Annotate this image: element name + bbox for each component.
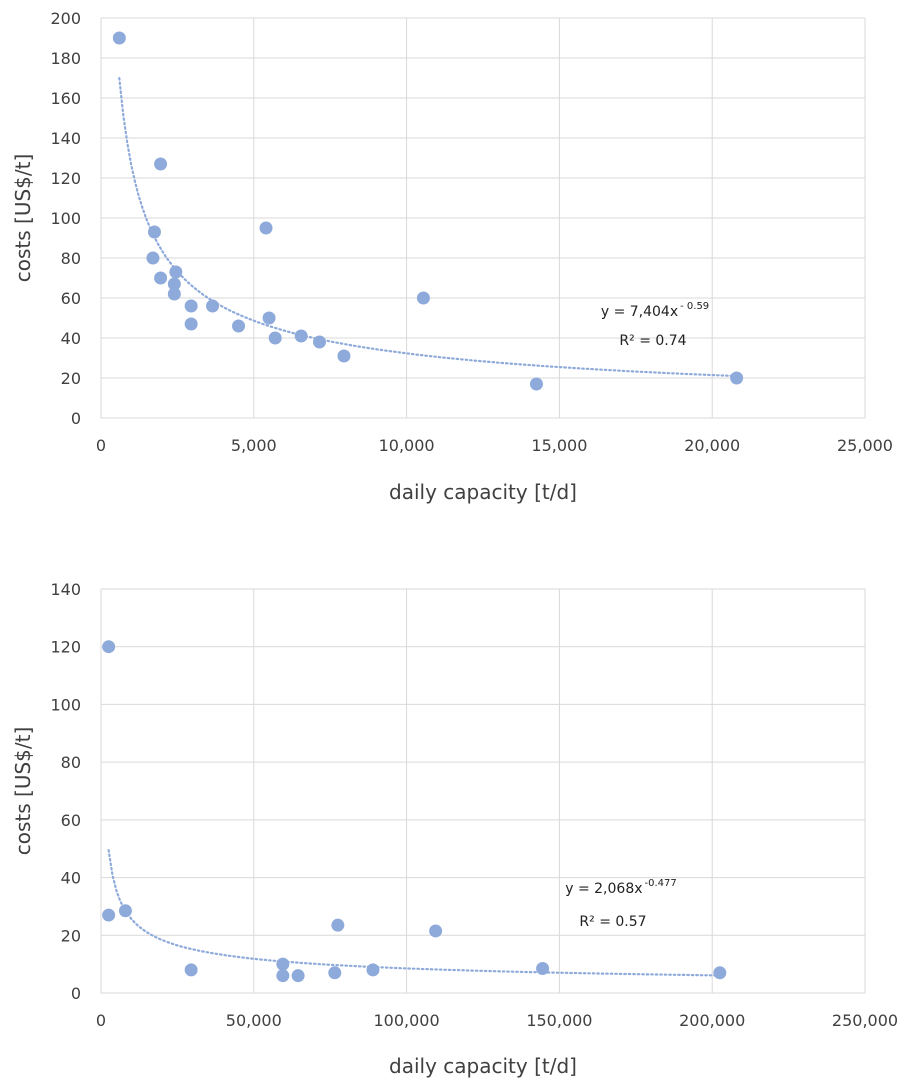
data-point: [206, 299, 220, 313]
data-point: [118, 904, 132, 918]
data-point: [232, 319, 246, 333]
data-point: [169, 265, 183, 279]
data-point: [291, 969, 305, 983]
data-point: [102, 640, 116, 654]
data-point: [429, 924, 443, 938]
y-tick-label: 80: [61, 249, 81, 268]
y-tick-label: 100: [50, 209, 81, 228]
y-axis-title: costs [US$/t]: [11, 154, 35, 283]
equation-exponent: -0.477: [645, 878, 677, 889]
y-tick-label: 120: [50, 169, 81, 188]
trendline-equation: y = 7,404x - 0.59: [601, 301, 709, 320]
x-tick-label: 10,000: [379, 436, 435, 455]
data-point: [313, 335, 327, 349]
data-point: [154, 157, 168, 171]
y-tick-label: 0: [71, 984, 81, 1003]
x-tick-label: 50,000: [226, 1011, 282, 1030]
x-tick-label: 200,000: [679, 1011, 745, 1030]
y-tick-label: 40: [61, 329, 81, 348]
y-tick-label: 20: [61, 926, 81, 945]
equation-base: y = 7,404x: [601, 304, 678, 320]
x-tick-label: 25,000: [837, 436, 893, 455]
y-tick-label: 0: [71, 409, 81, 428]
x-tick-label: 5,000: [231, 436, 277, 455]
data-point: [713, 966, 727, 980]
trendline: [107, 848, 721, 977]
data-point: [167, 277, 181, 291]
data-point: [276, 957, 290, 971]
x-tick-label: 0: [96, 436, 106, 455]
y-tick-label: 200: [50, 9, 81, 28]
data-point: [184, 963, 198, 977]
y-tick-label: 40: [61, 869, 81, 888]
data-point: [184, 317, 198, 331]
data-point: [147, 225, 161, 239]
data-point: [259, 221, 273, 235]
x-tick-label: 15,000: [531, 436, 587, 455]
data-point: [268, 331, 282, 345]
x-tick-label: 0: [96, 1011, 106, 1030]
r-squared-label: R² = 0.57: [579, 914, 646, 930]
data-point: [294, 329, 308, 343]
data-point: [112, 31, 126, 45]
data-point: [276, 969, 290, 983]
data-point: [416, 291, 430, 305]
y-tick-label: 100: [50, 695, 81, 714]
data-point: [102, 908, 116, 922]
y-tick-label: 60: [61, 811, 81, 830]
data-point: [730, 371, 744, 385]
x-tick-label: 20,000: [684, 436, 740, 455]
y-tick-label: 180: [50, 49, 81, 68]
trendline: [118, 76, 738, 378]
y-tick-label: 140: [50, 580, 81, 599]
y-tick-label: 140: [50, 129, 81, 148]
equation-base: y = 2,068x: [565, 881, 642, 897]
data-point: [146, 251, 160, 265]
data-point: [337, 349, 351, 363]
x-axis-title: daily capacity [t/d]: [389, 1054, 577, 1078]
y-tick-label: 20: [61, 369, 81, 388]
chart-bottom: 0 20 40 60 80 100 120 140 0 50,000 100,000 150,000 2…: [11, 580, 898, 1078]
x-axis-title: daily capacity [t/d]: [389, 480, 577, 504]
trendline-equation: y = 2,068x -0.477: [565, 878, 677, 897]
y-tick-label: 160: [50, 89, 81, 108]
data-point: [536, 961, 550, 975]
y-axis-title: costs [US$/t]: [11, 727, 35, 856]
y-tick-label: 60: [61, 289, 81, 308]
x-tick-label: 250,000: [832, 1011, 898, 1030]
y-tick-label: 120: [50, 638, 81, 657]
data-point: [184, 299, 198, 313]
data-point: [154, 271, 168, 285]
data-point: [167, 287, 181, 301]
equation-exponent: - 0.59: [680, 301, 709, 312]
x-tick-label: 150,000: [526, 1011, 592, 1030]
y-tick-label: 80: [61, 753, 81, 772]
data-point: [331, 918, 345, 932]
data-point: [262, 311, 276, 325]
x-tick-label: 100,000: [374, 1011, 440, 1030]
data-point: [328, 966, 342, 980]
chart-top: 0 20 40 60 80 100 120 140 160 180 200 0 5,000 10,000 1…: [11, 9, 893, 504]
r-squared-label: R² = 0.74: [619, 333, 686, 349]
data-point: [529, 377, 543, 391]
data-point: [366, 963, 380, 977]
